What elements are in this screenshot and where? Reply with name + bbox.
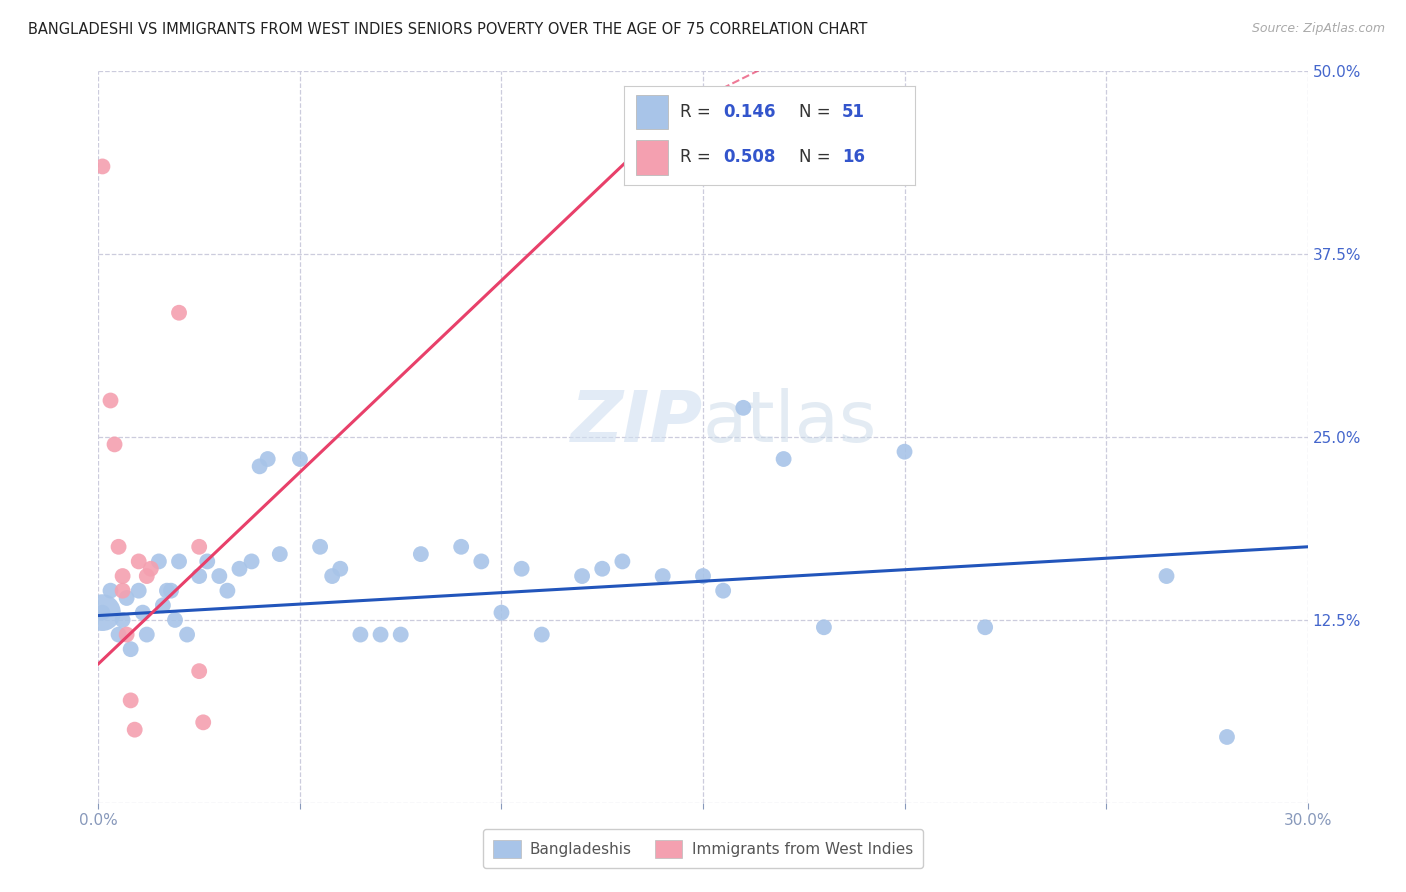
Point [188,569,211,583]
Point [329,562,352,576]
Point [107,627,129,641]
Point [256,452,278,467]
Text: BANGLADESHI VS IMMIGRANTS FROM WEST INDIES SENIORS POVERTY OVER THE AGE OF 75 CO: BANGLADESHI VS IMMIGRANTS FROM WEST INDI… [28,22,868,37]
Point [124,723,146,737]
Text: ZIP: ZIP [571,388,703,457]
Point [591,562,613,576]
Point [188,664,211,678]
Point [156,583,179,598]
Point [571,569,593,583]
Point [491,606,513,620]
Point [1156,569,1178,583]
Point [115,627,138,641]
Point [1216,730,1239,744]
Point [167,554,190,568]
Point [893,444,915,458]
Point [115,591,138,605]
Point [450,540,472,554]
Point [111,613,134,627]
Point [107,540,129,554]
Point [651,569,673,583]
Point [111,569,134,583]
Point [167,306,190,320]
Point [103,437,125,451]
Point [409,547,432,561]
Point [974,620,997,634]
Point [135,569,157,583]
Point [100,583,122,598]
Point [91,606,114,620]
Point [370,627,392,641]
Point [309,540,332,554]
Text: Source: ZipAtlas.com: Source: ZipAtlas.com [1251,22,1385,36]
Point [195,554,218,568]
Point [612,554,634,568]
Point [269,547,291,561]
Point [772,452,794,467]
Legend: Bangladeshis, Immigrants from West Indies: Bangladeshis, Immigrants from West Indie… [482,830,924,868]
Point [128,554,150,568]
Point [132,606,155,620]
Point [249,459,271,474]
Point [510,562,533,576]
Point [160,583,183,598]
Point [692,569,714,583]
Point [128,583,150,598]
Point [163,613,186,627]
Text: atlas: atlas [703,388,877,457]
Point [188,540,211,554]
Point [120,642,142,657]
Point [152,599,174,613]
Point [135,627,157,641]
Point [91,160,114,174]
Point [470,554,492,568]
Point [139,562,162,576]
Point [349,627,371,641]
Point [389,627,412,641]
Point [176,627,198,641]
Point [111,583,134,598]
Point [228,562,250,576]
Point [193,715,215,730]
Point [100,393,122,408]
Point [217,583,239,598]
Point [240,554,263,568]
Point [711,583,734,598]
Point [733,401,755,415]
Point [208,569,231,583]
Point [91,606,114,620]
Point [530,627,553,641]
Point [120,693,142,707]
Point [813,620,835,634]
Point [288,452,311,467]
Point [148,554,170,568]
Point [321,569,343,583]
